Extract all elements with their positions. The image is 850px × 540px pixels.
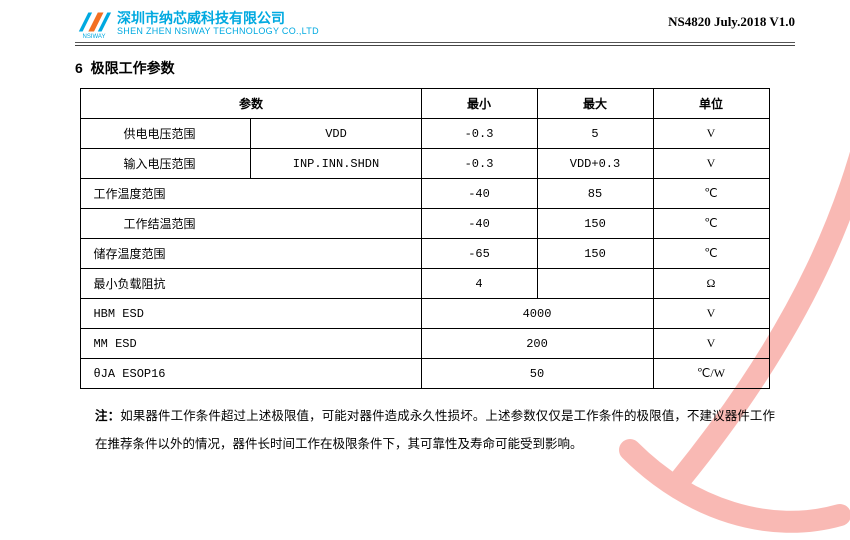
section-title: 6 极限工作参数 xyxy=(75,58,850,78)
nsiway-logo-icon: NSIWAY xyxy=(75,8,113,38)
param-name: 输入电压范围 xyxy=(81,149,251,179)
param-center: 4000 xyxy=(421,299,653,329)
param-max: 85 xyxy=(537,179,653,209)
note-label: 注： xyxy=(95,409,120,423)
th-min: 最小 xyxy=(421,89,537,119)
param-max: VDD+0.3 xyxy=(537,149,653,179)
param-unit: V xyxy=(653,329,769,359)
parameters-table: 参数 最小 最大 单位 供电电压范围VDD-0.35V输入电压范围INP.INN… xyxy=(80,88,769,389)
table-row: θJA ESOP1650℃/W xyxy=(81,359,769,389)
param-min: -65 xyxy=(421,239,537,269)
th-max: 最大 xyxy=(537,89,653,119)
param-max xyxy=(537,269,653,299)
table-row: MM ESD200V xyxy=(81,329,769,359)
company-name-cn: 深圳市纳芯威科技有限公司 xyxy=(117,10,319,26)
param-name: 工作温度范围 xyxy=(81,179,421,209)
param-max: 5 xyxy=(537,119,653,149)
table-row: 供电电压范围VDD-0.35V xyxy=(81,119,769,149)
param-max: 150 xyxy=(537,239,653,269)
param-name: 供电电压范围 xyxy=(81,119,251,149)
table-row: 工作结温范围-40150℃ xyxy=(81,209,769,239)
param-min: 4 xyxy=(421,269,537,299)
table-row: HBM ESD4000V xyxy=(81,299,769,329)
header-rule xyxy=(75,42,795,43)
section-name: 极限工作参数 xyxy=(91,60,175,76)
document-id: NS4820 July.2018 V1.0 xyxy=(668,14,795,30)
company-name-en: SHEN ZHEN NSIWAY TECHNOLOGY CO.,LTD xyxy=(117,26,319,36)
param-unit: ℃/W xyxy=(653,359,769,389)
param-min: -40 xyxy=(421,209,537,239)
param-name: MM ESD xyxy=(81,329,421,359)
table-row: 输入电压范围INP.INN.SHDN-0.3VDD+0.3V xyxy=(81,149,769,179)
param-unit: Ω xyxy=(653,269,769,299)
th-param: 参数 xyxy=(81,89,421,119)
logo-subtext: NSIWAY xyxy=(75,34,113,40)
param-name: θJA ESOP16 xyxy=(81,359,421,389)
param-min: -0.3 xyxy=(421,119,537,149)
page-header: NSIWAY 深圳市纳芯威科技有限公司 SHEN ZHEN NSIWAY TEC… xyxy=(0,0,850,38)
param-max: 150 xyxy=(537,209,653,239)
note-text: 如果器件工作条件超过上述极限值，可能对器件造成永久性损坏。上述参数仅仅是工作条件… xyxy=(95,409,775,451)
table-row: 工作温度范围-4085℃ xyxy=(81,179,769,209)
section-number: 6 xyxy=(75,60,83,76)
table-row: 最小负载阻抗4 Ω xyxy=(81,269,769,299)
param-unit: V xyxy=(653,149,769,179)
param-unit: ℃ xyxy=(653,179,769,209)
param-center: 200 xyxy=(421,329,653,359)
param-unit: V xyxy=(653,299,769,329)
param-unit: ℃ xyxy=(653,239,769,269)
param-min: -0.3 xyxy=(421,149,537,179)
param-unit: ℃ xyxy=(653,209,769,239)
param-center: 50 xyxy=(421,359,653,389)
param-symbol: INP.INN.SHDN xyxy=(251,149,421,179)
param-symbol: VDD xyxy=(251,119,421,149)
param-unit: V xyxy=(653,119,769,149)
table-row: 储存温度范围-65150℃ xyxy=(81,239,769,269)
param-name: 储存温度范围 xyxy=(81,239,421,269)
param-name: 工作结温范围 xyxy=(81,209,421,239)
th-unit: 单位 xyxy=(653,89,769,119)
header-rule xyxy=(75,45,795,46)
note-paragraph: 注：如果器件工作条件超过上述极限值，可能对器件造成永久性损坏。上述参数仅仅是工作… xyxy=(95,403,775,458)
table-header-row: 参数 最小 最大 单位 xyxy=(81,89,769,119)
logo-block: NSIWAY 深圳市纳芯威科技有限公司 SHEN ZHEN NSIWAY TEC… xyxy=(75,8,319,38)
param-min: -40 xyxy=(421,179,537,209)
param-name: 最小负载阻抗 xyxy=(81,269,421,299)
param-name: HBM ESD xyxy=(81,299,421,329)
